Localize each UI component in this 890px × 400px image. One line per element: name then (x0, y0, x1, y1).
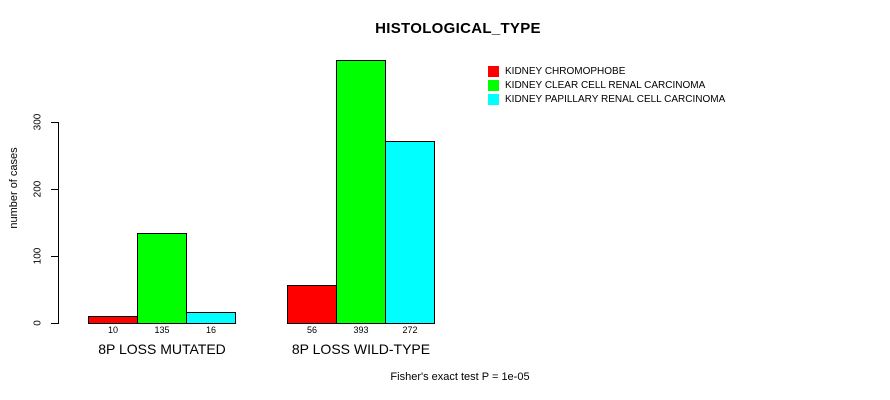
bar-value-label: 16 (205, 325, 216, 335)
bar-kidney-papillary-renal-cell-carcinoma-group2 (385, 141, 435, 324)
legend-swatch-icon (488, 93, 499, 105)
legend: KIDNEY CHROMOPHOBE KIDNEY CLEAR CELL RENA… (488, 64, 725, 106)
legend-item: KIDNEY PAPILLARY RENAL CELL CARCINOMA (488, 92, 725, 106)
bar-value-label: 135 (154, 325, 170, 335)
legend-label: KIDNEY CHROMOPHOBE (505, 65, 626, 77)
legend-label: KIDNEY CLEAR CELL RENAL CARCINOMA (505, 79, 706, 91)
y-axis-tick (51, 189, 58, 190)
bar-value-label: 10 (107, 325, 118, 335)
bar-value-label: 393 (353, 325, 369, 335)
y-axis-tick (51, 256, 58, 257)
legend-item: KIDNEY CHROMOPHOBE (488, 64, 725, 78)
bar-kidney-chromophobe-group1 (88, 316, 138, 324)
y-axis-label: number of cases (8, 147, 20, 229)
y-axis-tick-label: 200 (32, 180, 44, 198)
x-axis-group-label: 8P LOSS WILD-TYPE (291, 341, 431, 357)
y-axis-tick-label: 300 (32, 113, 44, 131)
y-axis-tick-label: 100 (32, 247, 44, 265)
y-axis-tick (51, 122, 58, 123)
y-axis-line (58, 122, 59, 324)
legend-swatch-icon (488, 79, 499, 91)
x-axis-group-label: 8P LOSS MUTATED (98, 341, 226, 357)
annotation-text: Fisher's exact test P = 1e-05 (390, 371, 530, 383)
y-axis-tick-label: 0 (32, 320, 44, 326)
bar-kidney-clear-cell-renal-carcinoma-group2 (336, 60, 386, 324)
bar-value-label: 56 (306, 325, 317, 335)
bar-value-label: 272 (402, 325, 418, 335)
y-axis-tick (51, 323, 58, 324)
chart-title: HISTOLOGICAL_TYPE (375, 20, 541, 37)
legend-swatch-icon (488, 65, 499, 77)
bar-kidney-chromophobe-group2 (287, 285, 337, 324)
legend-label: KIDNEY PAPILLARY RENAL CELL CARCINOMA (505, 93, 726, 105)
legend-item: KIDNEY CLEAR CELL RENAL CARCINOMA (488, 78, 725, 92)
bar-kidney-clear-cell-renal-carcinoma-group1 (137, 233, 187, 324)
bar-kidney-papillary-renal-cell-carcinoma-group1 (186, 312, 236, 324)
